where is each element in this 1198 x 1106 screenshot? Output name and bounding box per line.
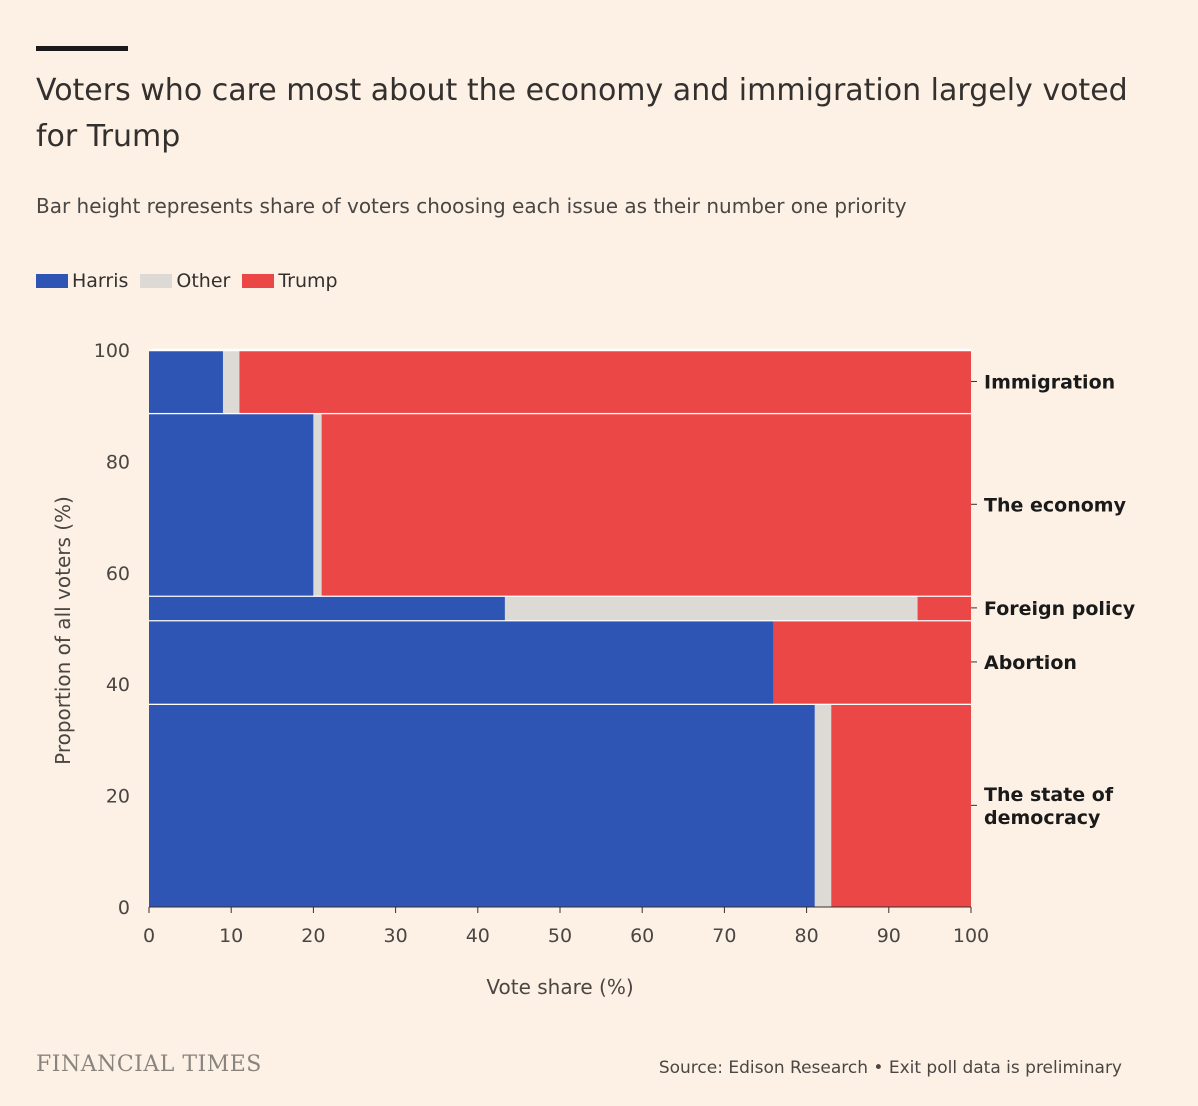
x-tick-label-40: 40 xyxy=(466,925,490,947)
bar-the-economy-harris xyxy=(149,412,314,596)
x-tick-label-90: 90 xyxy=(877,925,901,947)
x-tick-label-80: 80 xyxy=(795,925,819,947)
source-note: Source: Edison Research • Exit poll data… xyxy=(658,1058,1122,1078)
bar-immigration-other xyxy=(222,350,240,413)
legend-item-harris: Harris xyxy=(36,270,128,292)
band-label-immigration: Immigration xyxy=(984,371,1115,393)
legend-label-harris: Harris xyxy=(72,270,129,292)
legend-item-other: Other xyxy=(140,270,230,292)
bar-the-state-of-democracy-other xyxy=(814,703,832,907)
x-tick-label-30: 30 xyxy=(384,925,408,947)
bar-foreign-policy-other xyxy=(504,595,918,621)
bar-the-economy-other xyxy=(313,412,322,596)
x-tick-label-50: 50 xyxy=(548,925,572,947)
chart-title: Voters who care most about the economy a… xyxy=(36,73,1128,154)
band-label-the-economy: The economy xyxy=(984,494,1127,516)
x-tick-label-0: 0 xyxy=(143,925,155,947)
bar-the-state-of-democracy-harris xyxy=(149,703,815,907)
legend-swatch-other xyxy=(140,274,173,288)
band-label-abortion: Abortion xyxy=(984,652,1077,674)
y-tick-label-40: 40 xyxy=(106,674,130,696)
legend-item-trump: Trump xyxy=(242,270,338,292)
legend-swatch-trump xyxy=(242,274,275,288)
x-tick-label-70: 70 xyxy=(712,925,736,947)
legend: Harris Other Trump xyxy=(36,270,350,292)
legend-label-trump: Trump xyxy=(278,270,338,292)
x-tick-label-60: 60 xyxy=(630,925,654,947)
x-tick-label-10: 10 xyxy=(219,925,243,947)
bar-foreign-policy-trump xyxy=(917,595,971,621)
y-tick-label-20: 20 xyxy=(106,786,130,808)
legend-swatch-harris xyxy=(36,274,68,288)
y-tick-label-100: 100 xyxy=(94,340,130,362)
chart-subtitle: Bar height represents share of voters ch… xyxy=(36,194,907,218)
header-rule xyxy=(36,46,128,51)
y-tick-label-80: 80 xyxy=(106,451,130,473)
y-axis-label: Proportion of all voters (%) xyxy=(51,496,75,765)
bar-foreign-policy-harris xyxy=(149,595,505,621)
band-label-the-state-of-democracy-line-1: The state of xyxy=(984,784,1114,806)
band-label-foreign-policy: Foreign policy xyxy=(984,598,1136,620)
bar-abortion-trump xyxy=(773,620,971,704)
bar-immigration-harris xyxy=(149,350,223,413)
bar-the-state-of-democracy-trump xyxy=(831,703,971,907)
bar-the-economy-trump xyxy=(321,412,971,596)
bar-immigration-trump xyxy=(239,350,972,413)
legend-label-other: Other xyxy=(176,270,231,292)
band-label-the-state-of-democracy-line-2: democracy xyxy=(984,807,1101,829)
x-tick-label-100: 100 xyxy=(953,925,989,947)
bar-abortion-harris xyxy=(149,620,774,704)
ft-logo: FINANCIAL TIMES xyxy=(36,1052,262,1077)
x-axis-label: Vote share (%) xyxy=(486,975,633,999)
y-tick-label-60: 60 xyxy=(106,563,130,585)
x-tick-label-20: 20 xyxy=(301,925,325,947)
y-tick-label-0: 0 xyxy=(118,897,130,919)
